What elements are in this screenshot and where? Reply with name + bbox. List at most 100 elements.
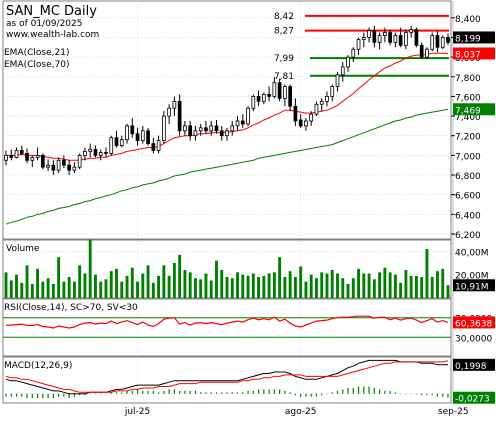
candle-body xyxy=(177,100,182,132)
volume-bar xyxy=(46,278,50,298)
candle-body xyxy=(325,96,329,102)
candle-body xyxy=(219,130,224,137)
volume-bar xyxy=(236,272,239,298)
candle-body xyxy=(340,66,345,76)
macd-histogram-bar xyxy=(394,392,396,394)
asof-date: as of 01/09/2025 xyxy=(6,19,82,29)
macd-histogram-bar xyxy=(31,393,33,399)
volume-bar xyxy=(436,271,439,298)
volume-bar xyxy=(9,280,13,298)
macd-histogram-bar xyxy=(289,392,291,394)
time-axis-label: sep-25 xyxy=(438,407,469,417)
candle-body xyxy=(346,56,350,68)
macd-histogram-bar xyxy=(389,390,391,394)
volume-bar xyxy=(51,284,55,298)
price-tick-label: 6,800 xyxy=(455,172,481,182)
candle-body xyxy=(83,151,87,156)
volume-bar xyxy=(167,275,171,298)
macd-histogram-bar xyxy=(294,393,297,396)
macd-histogram-bar xyxy=(115,392,118,394)
volume-bar xyxy=(251,273,255,298)
candle-body xyxy=(72,166,77,171)
macd-histogram-bar xyxy=(447,393,449,398)
candle-body xyxy=(246,107,250,125)
candle-body xyxy=(209,125,214,132)
macd-histogram-bar xyxy=(210,392,212,394)
candle-body xyxy=(419,44,424,58)
macd-line xyxy=(5,359,448,395)
volume-bar xyxy=(230,278,234,298)
price-tick-label: 7,600 xyxy=(455,93,481,103)
volume-bar xyxy=(141,273,145,298)
macd-histogram-bar xyxy=(52,393,54,399)
volume-bar xyxy=(441,268,445,298)
macd-histogram-bar xyxy=(194,390,197,394)
macd-histogram-bar xyxy=(410,393,412,395)
ema70-last-label-box xyxy=(453,103,495,116)
candle-body xyxy=(204,127,208,132)
macd-histogram-bar xyxy=(426,393,428,396)
candle-body xyxy=(240,120,245,125)
candle-body xyxy=(146,130,150,144)
volume-bar xyxy=(378,272,382,298)
volume-bar xyxy=(188,272,192,298)
candle-body xyxy=(372,30,377,43)
candle-body xyxy=(51,164,56,171)
volume-bar xyxy=(346,284,350,298)
macd-histogram-bar xyxy=(300,393,302,397)
macd-histogram-bar xyxy=(268,389,270,394)
candle-body xyxy=(77,154,82,168)
price-tick-label: 6,400 xyxy=(455,211,481,221)
candle-body xyxy=(440,37,445,48)
volume-bar xyxy=(178,254,182,298)
ema-line xyxy=(5,108,449,225)
macd-histogram-bar xyxy=(42,393,44,399)
volume-bar xyxy=(320,272,324,298)
volume-bar xyxy=(57,257,61,298)
macd-histogram-bar xyxy=(236,392,239,394)
candle-body xyxy=(409,29,414,33)
candle-body xyxy=(25,153,29,161)
candle-body xyxy=(9,154,14,158)
candle-body xyxy=(314,103,319,115)
candle-body xyxy=(367,30,371,38)
volume-bar xyxy=(330,270,334,298)
macd-histogram-bar xyxy=(131,390,133,394)
volume-bar xyxy=(120,281,124,298)
macd-histogram-bar xyxy=(352,387,354,394)
volume-bar xyxy=(146,265,150,298)
volume-bar xyxy=(336,273,339,298)
candle-body xyxy=(119,139,124,146)
candle-body xyxy=(404,32,408,46)
macd-histogram-bar xyxy=(384,390,386,394)
candle-body xyxy=(235,120,240,127)
candle-body xyxy=(351,48,356,58)
macd-histogram-bar xyxy=(226,392,228,394)
rsi-title: RSI(Close,14), SC>70, SV<30 xyxy=(4,303,138,313)
volume-bar xyxy=(278,257,282,298)
macd-histogram-bar xyxy=(252,390,254,394)
candle-body xyxy=(272,82,277,97)
ema21-last-label: 8,037 xyxy=(455,50,481,60)
price-tick-label: 6,200 xyxy=(455,231,481,241)
volume-bar xyxy=(125,275,129,298)
candle-body xyxy=(40,154,45,168)
volume-bar xyxy=(30,284,34,298)
rsi-last-label: 60,3638 xyxy=(455,319,492,329)
volume-bar xyxy=(309,274,313,298)
macd-histogram-bar xyxy=(263,389,265,394)
volume-bar xyxy=(262,275,266,298)
macd-last-box xyxy=(453,358,495,371)
macd-histogram-bar xyxy=(163,390,165,394)
volume-bar xyxy=(393,274,397,298)
volume-bar xyxy=(446,285,450,298)
candle-body xyxy=(198,127,203,132)
macd-histogram-bar xyxy=(10,393,12,397)
candle-body xyxy=(330,86,335,97)
candle-body xyxy=(398,35,403,46)
macd-histogram-bar xyxy=(242,392,244,394)
volume-bar xyxy=(4,272,8,298)
level-label: 7,99 xyxy=(274,54,294,64)
volume-bar xyxy=(94,274,97,298)
